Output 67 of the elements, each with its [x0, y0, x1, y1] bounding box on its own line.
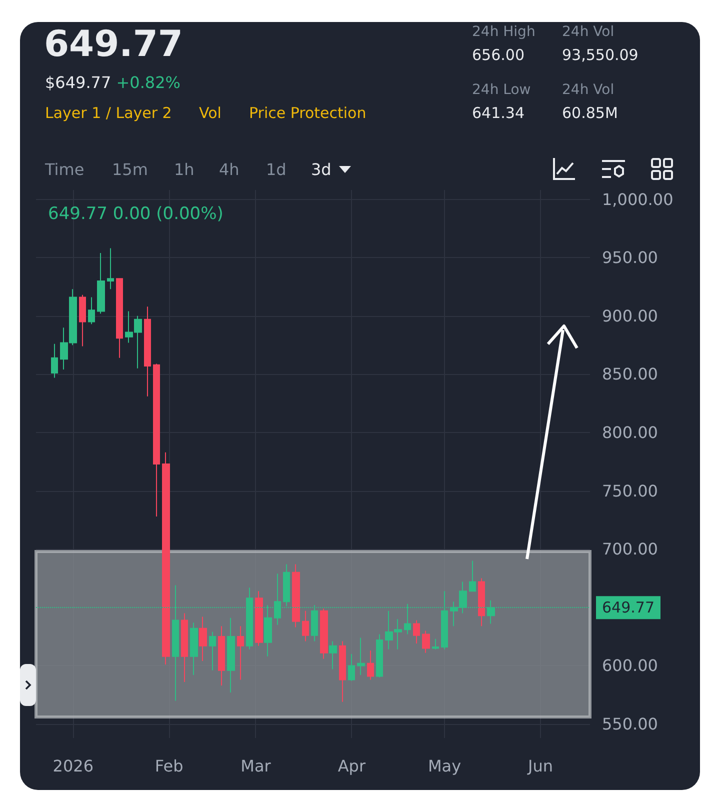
- x-tick-label: Mar: [240, 756, 272, 776]
- text: Vol: [199, 104, 222, 122]
- candlestick: [190, 622, 198, 676]
- text: 24h High: [472, 24, 536, 40]
- text: 24h Vol: [562, 24, 614, 40]
- candlestick: [357, 637, 365, 676]
- candlestick: [88, 296, 95, 325]
- candlestick: [302, 610, 309, 642]
- candlestick: [162, 452, 170, 666]
- candlestick: [329, 640, 337, 670]
- text: 60.85M: [562, 104, 618, 122]
- candlestick: [237, 626, 244, 680]
- x-tick-label: Feb: [154, 756, 184, 776]
- text: 4h: [219, 160, 240, 179]
- candlestick: [432, 638, 439, 650]
- candlestick: [348, 654, 355, 682]
- x-tick-label: 2026: [52, 756, 94, 776]
- candlestick: [227, 617, 235, 694]
- x-tick-label: Jun: [526, 756, 553, 776]
- candlestick: [209, 631, 216, 671]
- annotation: 649.77 0.00 (0.00%): [48, 204, 224, 224]
- candlestick: [469, 560, 476, 592]
- y-tick-label: 600.00: [602, 656, 658, 676]
- y-tick-label: 850.00: [602, 364, 658, 384]
- text: 93,550.09: [562, 46, 638, 64]
- y-tick-label: 700.00: [602, 540, 658, 559]
- x-tick-label: May: [428, 756, 462, 776]
- y-tick-label: 800.00: [602, 423, 658, 442]
- text: 656.00: [472, 46, 524, 64]
- x-tick-label: Apr: [338, 756, 366, 776]
- text: 641.34: [472, 104, 524, 122]
- chart-title: 649.77: [44, 24, 183, 65]
- candlestick: [367, 650, 374, 680]
- text: 24h Low: [472, 82, 531, 98]
- candlestick: [320, 608, 328, 660]
- text: 1h: [174, 160, 194, 179]
- candlestick: [97, 252, 105, 314]
- text: 1d: [266, 160, 286, 179]
- candlestick: [255, 590, 263, 646]
- candlestick: [478, 578, 485, 627]
- ref-line-label: 649.77: [602, 598, 654, 617]
- candlestick: [422, 630, 430, 654]
- chart-subtitle: $649.77 +0.82%: [45, 73, 180, 92]
- candlestick: [79, 294, 86, 347]
- candlestick: [376, 634, 383, 678]
- candlestick: [292, 564, 300, 628]
- candlestick: [218, 626, 225, 686]
- candlestick: [144, 306, 151, 397]
- candlestick: [181, 612, 188, 683]
- y-tick-label: 750.00: [602, 481, 658, 500]
- candlestick: [153, 363, 160, 517]
- text: Price Protection: [249, 104, 366, 122]
- text: 24h Vol: [562, 82, 614, 98]
- text: 15m: [112, 160, 148, 179]
- candlestick: [116, 278, 123, 358]
- y-tick-label: 900.00: [602, 306, 658, 326]
- y-tick-label: 550.00: [602, 714, 658, 734]
- text: Time: [45, 160, 84, 179]
- y-tick-label: 950.00: [602, 248, 658, 268]
- y-tick-label: 1,000.00: [602, 190, 674, 209]
- candlestick: [339, 640, 346, 702]
- text: Layer 1 / Layer 2: [45, 104, 172, 122]
- candlestick: [413, 620, 420, 644]
- candlestick: [51, 343, 58, 378]
- text: 3d: [311, 160, 332, 179]
- candlestick: [199, 616, 207, 662]
- candlestick: [107, 248, 114, 290]
